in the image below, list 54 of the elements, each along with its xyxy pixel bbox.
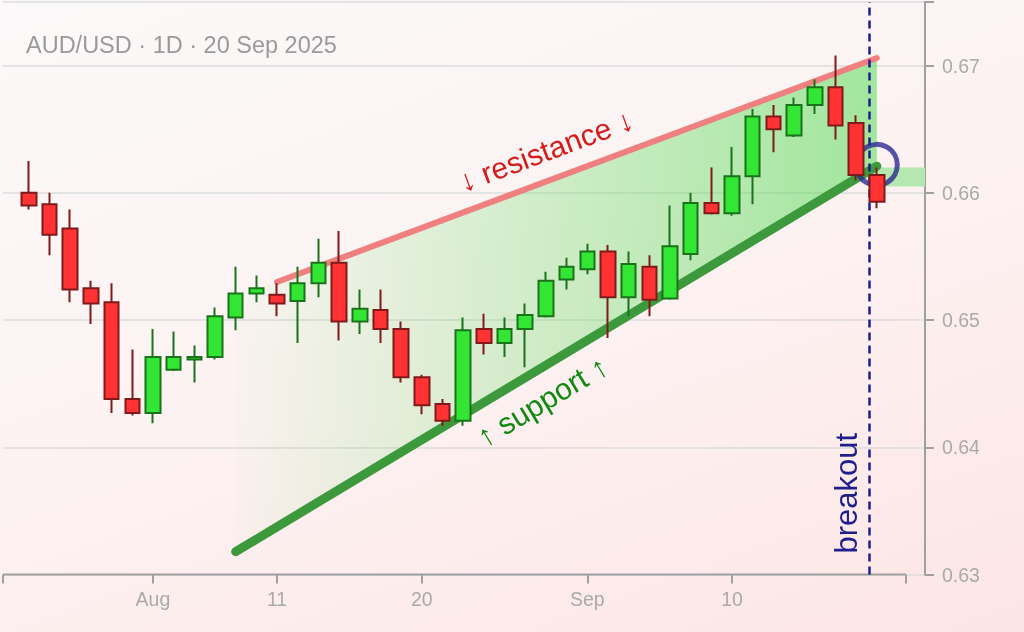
candlestick (703, 166, 720, 216)
candlestick (723, 146, 741, 217)
candlestick (868, 166, 886, 210)
y-tick-label: 0.66 (942, 181, 980, 204)
candlestick (765, 104, 782, 154)
candlestick (744, 107, 761, 206)
candlestick (579, 242, 596, 276)
candlestick (847, 114, 865, 182)
y-tick-label: 0.65 (942, 309, 981, 332)
candlestick (227, 265, 244, 332)
candlestick (351, 288, 369, 336)
candlestick (434, 398, 451, 427)
candlestick (41, 191, 58, 257)
candlestick (289, 265, 306, 345)
candlestick (496, 316, 513, 359)
annotation: breakout (829, 432, 865, 554)
candlestick (827, 54, 844, 141)
candlestick (620, 250, 637, 318)
candlestick (413, 373, 431, 416)
candlestick (785, 96, 803, 138)
candlestick (330, 230, 348, 342)
candlestick (372, 288, 389, 345)
candlestick (144, 328, 162, 425)
candlestick (558, 256, 575, 291)
candlestick (537, 270, 555, 319)
candlestick (475, 312, 493, 356)
candlestick (165, 330, 182, 373)
candlestick (516, 302, 534, 369)
candlestick (806, 78, 824, 115)
x-tick-label: 10 (721, 587, 744, 610)
candlestick (103, 282, 120, 414)
candlestick (454, 316, 472, 427)
candlestick (20, 160, 38, 211)
candlestick (641, 254, 658, 318)
y-tick-label: 0.67 (942, 54, 980, 77)
candlestick (124, 348, 141, 417)
y-tick-label: 0.64 (942, 436, 981, 459)
candlestick (248, 274, 265, 304)
candlestick (82, 279, 100, 325)
y-tick-label: 0.63 (942, 563, 980, 586)
x-tick-label: Aug (135, 587, 171, 610)
candlestick (682, 191, 699, 262)
x-tick-label: Sep (569, 587, 605, 610)
candlestick (599, 244, 617, 339)
candlestick (186, 344, 203, 384)
candlestick (206, 306, 224, 361)
candlestick (61, 208, 79, 304)
candlestick (661, 204, 679, 301)
text: AUD/USD · 1D · 20 Sep 2025 (26, 32, 337, 58)
x-tick-label: 20 (410, 587, 433, 610)
candlestick (310, 237, 327, 299)
candlestick (392, 320, 410, 384)
x-tick-label: 11 (266, 587, 288, 610)
candlestick (268, 282, 286, 318)
